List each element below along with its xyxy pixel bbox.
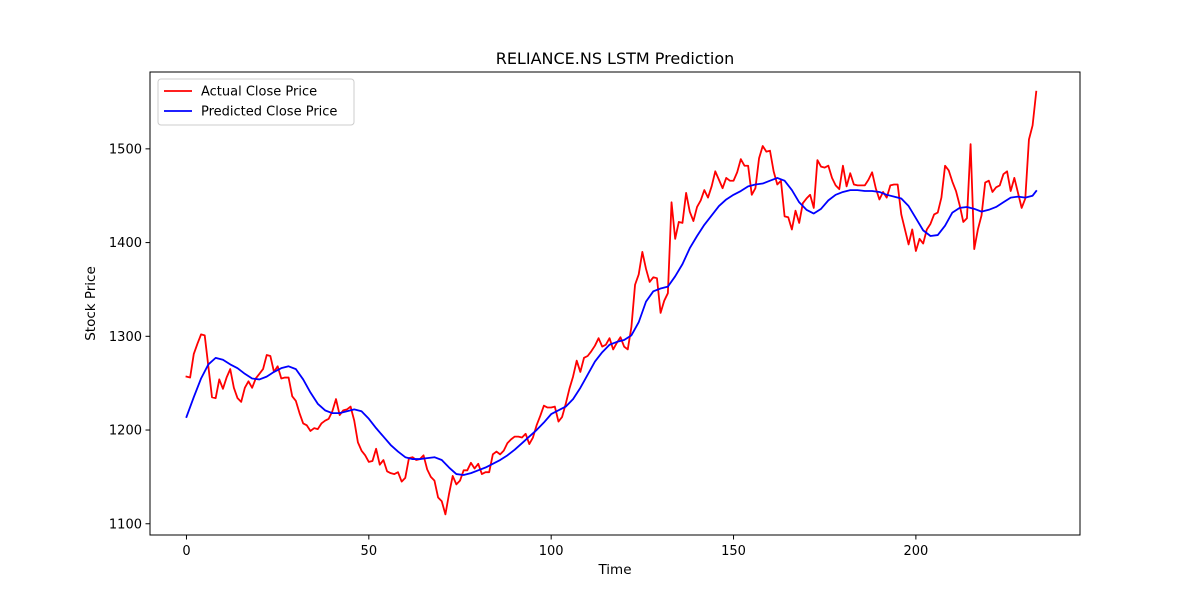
x-tick-label: 100 — [539, 544, 564, 559]
y-tick-label: 1500 — [109, 142, 142, 157]
x-tick-label: 0 — [182, 544, 190, 559]
y-tick-label: 1400 — [109, 236, 142, 251]
legend-label-1: Predicted Close Price — [201, 105, 337, 120]
chart-title: RELIANCE.NS LSTM Prediction — [496, 49, 735, 68]
y-tick-label: 1300 — [109, 330, 142, 345]
y-axis: 1100 1200 1300 1400 1500 — [109, 142, 150, 532]
legend: Actual Close Price Predicted Close Price — [157, 78, 355, 126]
y-tick-label: 1100 — [109, 517, 142, 532]
plot-frame — [149, 71, 1081, 536]
legend-label-0: Actual Close Price — [201, 85, 317, 100]
x-axis-label: Time — [597, 562, 631, 578]
x-tick-label: 50 — [361, 544, 378, 559]
x-tick-label: 150 — [721, 544, 746, 559]
series-line-1 — [185, 177, 1038, 476]
y-tick-label: 1200 — [109, 424, 142, 439]
x-axis: 0 50 100 150 200 — [182, 535, 928, 559]
legend-box — [157, 78, 355, 126]
x-tick-label: 200 — [903, 544, 928, 559]
plot-area — [149, 71, 1081, 536]
y-axis-label: Stock Price — [83, 266, 99, 341]
